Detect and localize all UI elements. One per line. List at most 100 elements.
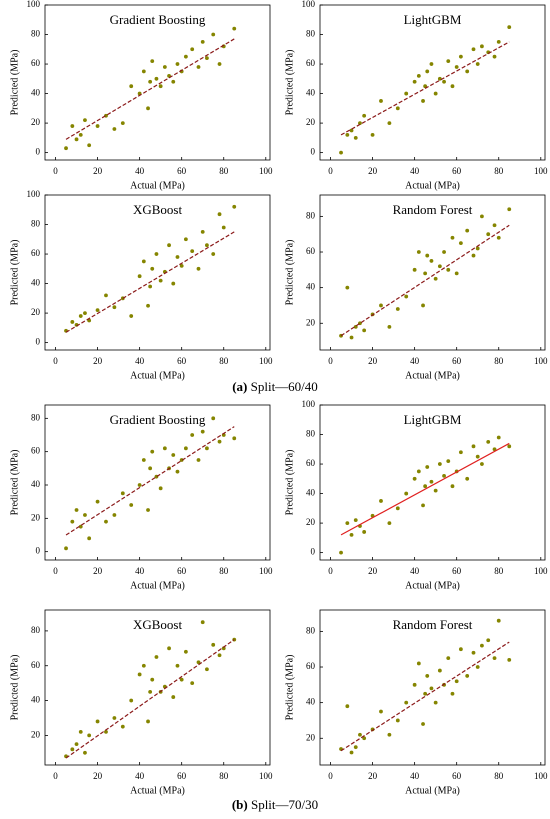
data-point <box>446 59 451 63</box>
x-tick-label: 100 <box>259 566 273 576</box>
y-tick-label: 100 <box>27 0 41 9</box>
data-point <box>83 513 87 517</box>
caption: (b) Split—70/30 <box>232 797 318 812</box>
data-point <box>171 695 176 699</box>
data-point <box>404 91 409 96</box>
x-tick-label: 40 <box>135 166 145 176</box>
x-tick-label: 100 <box>534 566 548 576</box>
x-axis-label: Actual (MPa) <box>130 580 185 591</box>
data-point <box>421 99 425 103</box>
x-tick-label: 100 <box>259 166 273 176</box>
y-tick-label: 80 <box>306 625 316 635</box>
data-point <box>362 736 367 741</box>
data-point <box>148 284 153 289</box>
data-point <box>404 700 409 705</box>
data-point <box>112 305 117 310</box>
data-point <box>196 660 201 665</box>
fit-line <box>65 639 235 759</box>
data-point <box>404 491 409 496</box>
data-point <box>433 700 438 705</box>
data-point <box>205 667 209 672</box>
y-axis-label: Predicted (MPa) <box>9 655 20 721</box>
data-point <box>70 320 75 324</box>
data-point <box>221 646 226 651</box>
y-tick-label: 40 <box>306 697 316 707</box>
y-tick-label: 80 <box>31 219 41 229</box>
x-tick-label: 60 <box>452 166 462 176</box>
chart-title: LightGBM <box>404 412 462 427</box>
plot-frame <box>44 404 271 561</box>
data-point <box>486 232 491 237</box>
data-point <box>423 484 428 489</box>
data-point <box>183 446 188 451</box>
data-point <box>70 747 75 752</box>
data-point <box>496 235 501 240</box>
data-point <box>217 439 222 444</box>
data-point <box>87 536 92 541</box>
x-tick-label: 20 <box>93 771 103 781</box>
x-tick-label: 0 <box>53 166 58 176</box>
y-axis-label: Predicted (MPa) <box>284 50 295 116</box>
data-point <box>395 506 400 511</box>
data-point <box>154 655 159 659</box>
data-point <box>433 488 438 493</box>
x-tick-label: 40 <box>410 356 420 366</box>
data-point <box>167 646 171 651</box>
x-tick-label: 80 <box>494 356 504 366</box>
data-point <box>95 124 100 128</box>
data-point <box>480 214 484 219</box>
fit-line <box>65 38 235 140</box>
data-point <box>171 79 176 84</box>
data-point <box>171 453 176 457</box>
x-tick-label: 60 <box>177 166 187 176</box>
data-point <box>421 303 425 308</box>
data-point <box>154 76 159 81</box>
data-point <box>454 271 459 276</box>
data-point <box>158 278 163 283</box>
data-point <box>416 250 421 254</box>
y-tick-label: 40 <box>31 88 41 98</box>
data-point <box>150 449 155 454</box>
data-point <box>345 704 350 709</box>
y-tick-label: 80 <box>306 429 316 439</box>
data-point <box>412 682 417 687</box>
y-tick-label: 20 <box>306 732 316 742</box>
x-tick-label: 0 <box>328 166 333 176</box>
x-tick-label: 0 <box>328 356 333 366</box>
fit-line <box>340 641 510 752</box>
data-point <box>492 223 497 228</box>
x-tick-label: 0 <box>328 771 333 781</box>
data-point <box>458 647 463 652</box>
data-point <box>387 121 392 125</box>
x-tick-label: 20 <box>368 356 378 366</box>
y-axis-label: Predicted (MPa) <box>9 50 20 116</box>
data-point <box>437 462 442 466</box>
data-point <box>179 458 184 462</box>
data-point <box>129 503 134 507</box>
data-point <box>454 679 459 684</box>
data-point <box>146 303 150 308</box>
y-tick-label: 60 <box>306 458 316 468</box>
y-tick-label: 20 <box>306 317 316 327</box>
y-tick-label: 80 <box>306 29 316 39</box>
data-point <box>129 84 134 89</box>
x-tick-label: 100 <box>259 356 273 366</box>
y-tick-label: 60 <box>306 58 316 68</box>
x-tick-label: 100 <box>534 166 548 176</box>
data-point <box>158 486 163 491</box>
caption-text: Split—70/30 <box>251 797 318 812</box>
plot-frame <box>319 194 546 351</box>
plot-frame <box>44 4 271 161</box>
data-point <box>387 732 392 737</box>
data-point <box>78 314 83 318</box>
data-point <box>148 466 153 471</box>
data-point <box>196 65 201 69</box>
x-tick-label: 80 <box>494 771 504 781</box>
data-point <box>205 243 209 248</box>
y-tick-label: 60 <box>31 446 41 456</box>
x-tick-label: 0 <box>53 771 58 781</box>
y-axis-label: Predicted (MPa) <box>284 240 295 306</box>
data-point <box>471 253 476 258</box>
